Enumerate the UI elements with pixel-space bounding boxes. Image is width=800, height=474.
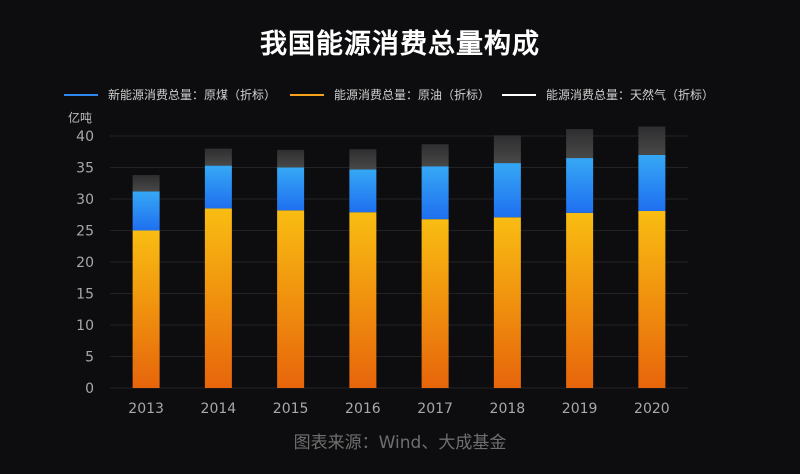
bar-coal-2017 — [421, 166, 449, 220]
y-tick-label: 35 — [76, 161, 94, 177]
chart-title: 我国能源消费总量构成 — [260, 29, 540, 60]
y-tick-label: 10 — [76, 318, 94, 334]
legend-item-gas: 能源消费总量：天然气（折标） — [502, 86, 714, 103]
bar-oil-2016 — [349, 212, 377, 388]
bar-gas-2019 — [566, 129, 594, 159]
bar-coal-2014 — [204, 165, 232, 209]
y-tick-label: 30 — [76, 192, 94, 208]
legend-label-coal: 新能源消费总量：原煤（折标） — [108, 88, 277, 102]
x-tick-label: 2014 — [201, 401, 237, 417]
bar-gas-2017 — [421, 144, 449, 167]
x-tick-label: 2019 — [562, 401, 598, 417]
y-axis-unit: 亿吨 — [68, 111, 93, 125]
bar-coal-2013 — [132, 191, 160, 231]
bar-gas-2018 — [493, 135, 521, 164]
bar-oil-2019 — [566, 212, 594, 388]
bar-oil-2015 — [277, 210, 305, 388]
x-tick-label: 2013 — [128, 401, 164, 417]
bar-coal-2020 — [638, 154, 666, 211]
y-tick-label: 0 — [85, 381, 94, 397]
legend-swatch-oil — [290, 93, 324, 96]
y-tick-label: 20 — [76, 255, 94, 271]
x-tick-label: 2017 — [417, 401, 453, 417]
legend-swatch-coal — [64, 93, 98, 96]
x-tick-label: 2015 — [273, 401, 309, 417]
bar-gas-2013 — [132, 175, 160, 192]
y-tick-label: 25 — [76, 224, 94, 240]
chart-source: 图表来源：Wind、大成基金 — [293, 433, 507, 453]
y-tick-label: 40 — [76, 129, 94, 145]
bar-oil-2018 — [493, 217, 521, 388]
y-tick-label: 5 — [85, 350, 94, 366]
bar-gas-2015 — [277, 149, 305, 168]
legend-item-oil: 能源消费总量：原油（折标） — [290, 86, 490, 103]
x-tick-label: 2018 — [490, 401, 526, 417]
bar-oil-2020 — [638, 210, 666, 388]
x-tick-label: 2016 — [345, 401, 381, 417]
bar-oil-2013 — [132, 230, 160, 388]
bar-gas-2020 — [638, 126, 666, 155]
bar-gas-2014 — [204, 148, 232, 166]
legend-label-oil: 能源消费总量：原油（折标） — [334, 88, 491, 102]
bar-coal-2015 — [277, 167, 305, 211]
bar-coal-2019 — [566, 158, 594, 213]
bar-oil-2017 — [421, 219, 449, 388]
bar-coal-2018 — [493, 163, 521, 218]
y-tick-label: 15 — [76, 287, 94, 303]
x-tick-label: 2020 — [634, 401, 670, 417]
legend-swatch-gas — [502, 93, 536, 96]
legend-label-gas: 能源消费总量：天然气（折标） — [546, 88, 715, 102]
bar-coal-2016 — [349, 169, 377, 213]
bar-gas-2016 — [349, 149, 377, 170]
legend: 新能源消费总量：原煤（折标） 能源消费总量：原油（折标） 能源消费总量：天然气（… — [0, 86, 800, 102]
legend-item-coal: 新能源消费总量：原煤（折标） — [64, 86, 276, 103]
bar-oil-2014 — [204, 208, 232, 388]
